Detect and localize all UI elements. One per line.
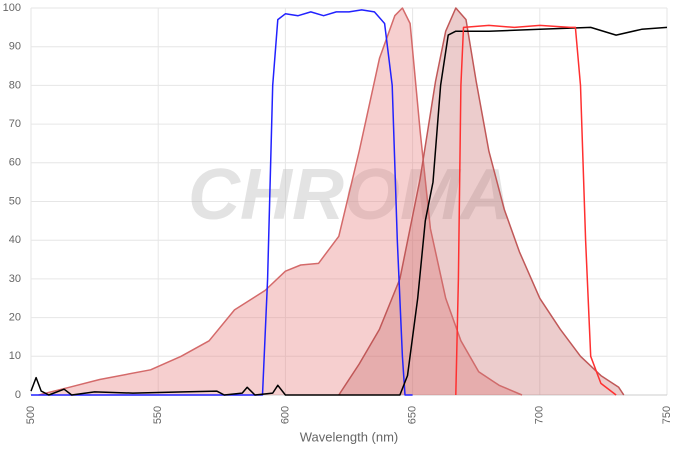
line xyxy=(455,24,617,396)
y-tick-label: 50 xyxy=(9,195,21,207)
y-tick-label: 70 xyxy=(9,118,21,130)
x-axis-title: Wavelength (nm) xyxy=(300,429,399,444)
x-tick-label: 750 xyxy=(661,406,673,424)
line xyxy=(338,7,625,396)
area xyxy=(38,8,522,395)
x-tick-label: 650 xyxy=(407,406,419,424)
y-tick-label: 20 xyxy=(9,312,21,324)
y-tick-label: 60 xyxy=(9,157,21,169)
line xyxy=(31,9,413,396)
watermark: CHROMA xyxy=(188,155,512,235)
x-tick-label: 600 xyxy=(279,406,291,424)
y-tick-label: 100 xyxy=(3,2,21,14)
x-tick-label: 550 xyxy=(152,406,164,424)
line xyxy=(30,26,668,396)
line xyxy=(38,7,523,396)
area xyxy=(338,8,624,395)
y-tick-label: 90 xyxy=(9,41,21,53)
y-tick-label: 30 xyxy=(9,273,21,285)
y-tick-label: 40 xyxy=(9,234,21,246)
y-tick-label: 10 xyxy=(9,350,21,362)
y-tick-label: 80 xyxy=(9,79,21,91)
x-tick-label: 500 xyxy=(25,406,37,424)
x-tick-label: 700 xyxy=(534,406,546,424)
y-tick-label: 0 xyxy=(15,389,21,401)
